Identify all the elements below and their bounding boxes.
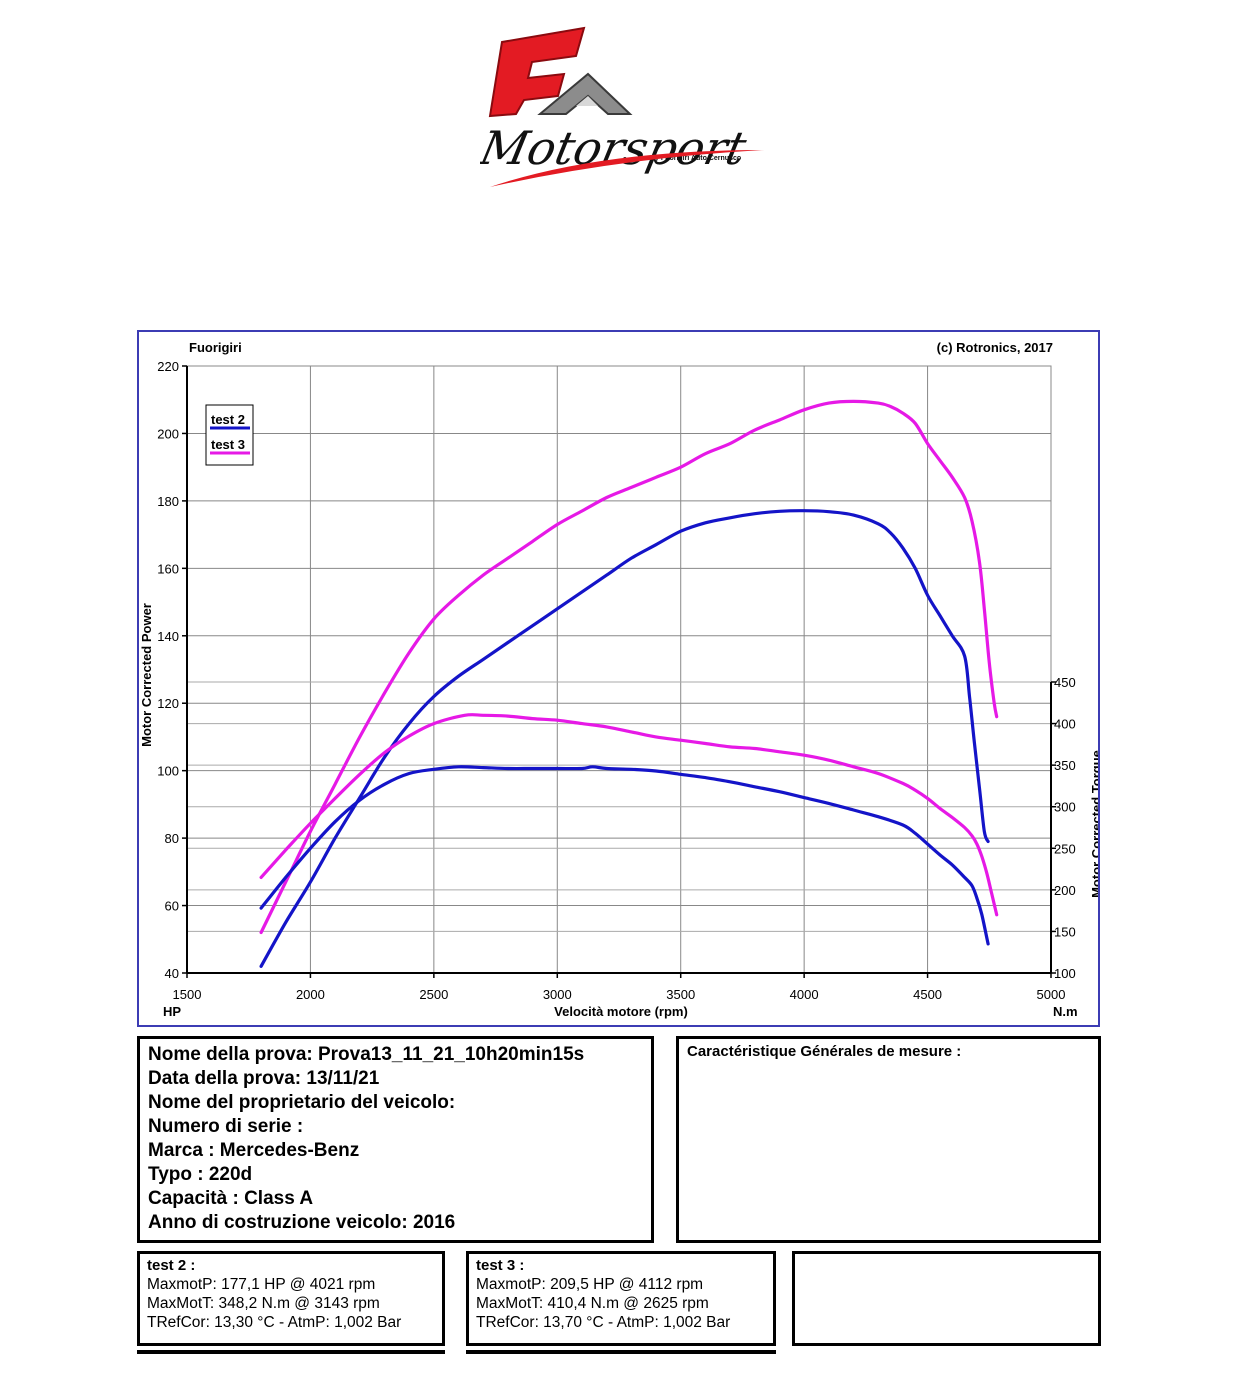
info-year: Anno di costruzione veicolo: 2016 xyxy=(148,1212,456,1233)
y2-tick-label: 400 xyxy=(1054,717,1076,732)
y-tick-label: 140 xyxy=(157,629,179,644)
measurement-characteristics-title: Caractéristique Générales de mesure : xyxy=(687,1043,962,1060)
results-test3-conditions: TRefCor: 13,70 °C - AtmP: 1,002 Bar xyxy=(476,1314,731,1331)
y-tick-label: 60 xyxy=(165,899,179,914)
y2-tick-label: 300 xyxy=(1054,800,1076,815)
y-tick-label: 180 xyxy=(157,494,179,509)
legend: test 2 test 3 xyxy=(205,404,254,466)
results-test2: test 2 : MaxmotP: 177,1 HP @ 4021 rpm Ma… xyxy=(137,1251,445,1346)
test2-torque-line xyxy=(259,765,990,946)
results-test3-maxtorque: MaxMotT: 410,4 N.m @ 2625 rpm xyxy=(476,1295,709,1312)
y2-tick-label: 450 xyxy=(1054,675,1076,690)
legend-label-test2: test 2 xyxy=(211,412,245,427)
info-test-date: Data della prova: 13/11/21 xyxy=(148,1068,380,1089)
svg-text:Motorsport: Motorsport xyxy=(480,121,751,174)
y2-tick-label: 350 xyxy=(1054,758,1076,773)
info-capacity: Capacità : Class A xyxy=(148,1188,314,1209)
x-tick-label: 4000 xyxy=(790,987,819,1002)
x-unit-right: N.m xyxy=(1053,1004,1078,1019)
x-tick-label: 5000 xyxy=(1037,987,1066,1002)
info-type: Typo : 220d xyxy=(148,1164,253,1185)
y2-axis-label: Motor Corrected Torque xyxy=(1089,750,1098,898)
y2-tick-label: 200 xyxy=(1054,883,1076,898)
results-test3: test 3 : MaxmotP: 209,5 HP @ 4112 rpm Ma… xyxy=(466,1251,776,1346)
y2-tick-label: 150 xyxy=(1054,924,1076,939)
x-tick-label: 1500 xyxy=(173,987,202,1002)
results-test2-maxtorque: MaxMotT: 348,2 N.m @ 3143 rpm xyxy=(147,1295,380,1312)
underline-test3 xyxy=(466,1350,776,1354)
fa-motorsport-logo: Motorsport By Fuorigiri Auto Cernusco xyxy=(475,22,780,197)
axes: 1500 2000 2500 3000 3500 4000 4500 5000 40 60 80 10… xyxy=(157,359,1075,1002)
y-tick-label: 100 xyxy=(157,764,179,779)
svg-text:By Fuorigiri Auto Cernusco: By Fuorigiri Auto Cernusco xyxy=(650,155,741,162)
y-tick-label: 120 xyxy=(157,696,179,711)
y-tick-label: 220 xyxy=(157,359,179,374)
x-unit-left: HP xyxy=(163,1004,181,1019)
y-tick-label: 160 xyxy=(157,561,179,576)
y2-tick-label: 250 xyxy=(1054,841,1076,856)
x-tick-label: 3500 xyxy=(666,987,695,1002)
y-axis-label: Motor Corrected Power xyxy=(139,603,154,747)
series-lines xyxy=(259,399,999,968)
y-tick-label: 200 xyxy=(157,426,179,441)
results-empty-panel xyxy=(792,1251,1101,1346)
x-tick-label: 2000 xyxy=(296,987,325,1002)
info-serial: Numero di serie : xyxy=(148,1116,304,1137)
y-tick-label: 80 xyxy=(165,831,179,846)
test2-power-line xyxy=(259,509,990,968)
grid xyxy=(186,365,1052,974)
chart-header-left: Fuorigiri xyxy=(189,340,242,355)
legend-label-test3: test 3 xyxy=(211,437,245,452)
y2-tick-label: 100 xyxy=(1054,966,1076,981)
x-tick-label: 2500 xyxy=(419,987,448,1002)
info-owner: Nome del proprietario del veicolo: xyxy=(148,1092,456,1113)
test3-torque-line xyxy=(259,713,999,917)
plot-area xyxy=(186,365,1052,974)
info-test-name: Nome della prova: Prova13_11_21_10h20min… xyxy=(148,1044,585,1065)
test-info-panel: Nome della prova: Prova13_11_21_10h20min… xyxy=(137,1036,654,1243)
measurement-characteristics-panel: Caractéristique Générales de mesure : xyxy=(676,1036,1101,1243)
x-axis-label: Velocità motore (rpm) xyxy=(554,1004,688,1019)
chart-header-right: (c) Rotronics, 2017 xyxy=(937,340,1053,355)
test3-power-line xyxy=(259,399,999,935)
results-test2-maxpower: MaxmotP: 177,1 HP @ 4021 rpm xyxy=(147,1276,376,1293)
results-test2-title: test 2 : xyxy=(147,1257,196,1274)
underline-test2 xyxy=(137,1350,445,1354)
y-tick-label: 40 xyxy=(165,966,179,981)
dyno-chart: Fuorigiri (c) Rotronics, 2017 1500 2000 25… xyxy=(137,330,1100,1027)
x-tick-label: 3000 xyxy=(543,987,572,1002)
results-test3-maxpower: MaxmotP: 209,5 HP @ 4112 rpm xyxy=(476,1276,704,1293)
results-test2-conditions: TRefCor: 13,30 °C - AtmP: 1,002 Bar xyxy=(147,1314,402,1331)
results-test3-title: test 3 : xyxy=(476,1257,525,1274)
info-make: Marca : Mercedes-Benz xyxy=(148,1140,360,1161)
chart-canvas: Fuorigiri (c) Rotronics, 2017 1500 2000 25… xyxy=(139,340,1098,1019)
x-tick-label: 4500 xyxy=(913,987,942,1002)
